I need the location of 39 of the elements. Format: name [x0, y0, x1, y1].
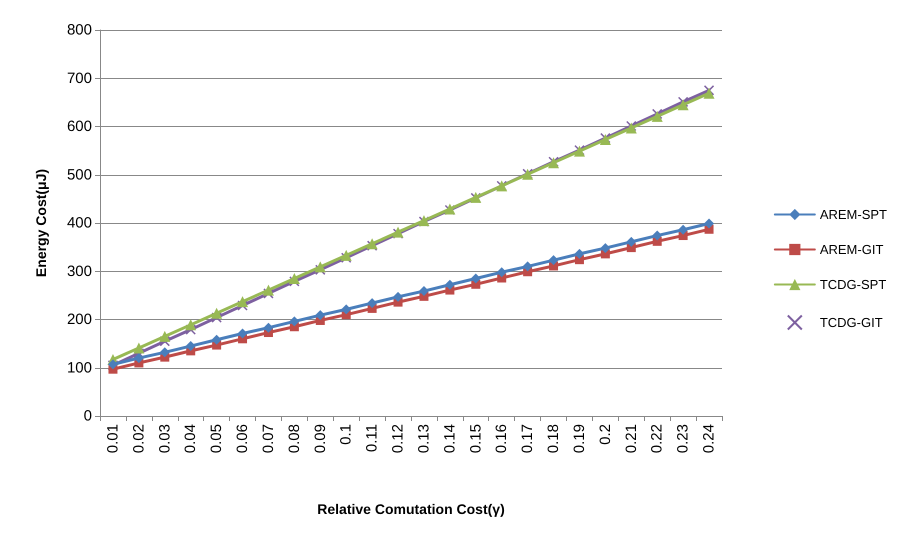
- x-tick-label: 0.15: [467, 424, 484, 454]
- legend-label: TCDG-GIT: [820, 315, 883, 330]
- y-tick-label: 400: [66, 214, 92, 232]
- y-tick-label: 0: [84, 408, 92, 424]
- y-tick-label: 600: [66, 118, 92, 135]
- x-tick-label: 0.08: [286, 424, 303, 454]
- x-tick-label: 0.07: [260, 424, 277, 454]
- x-tick-label: 0.22: [648, 424, 666, 454]
- x-tick-label: 0.06: [234, 424, 252, 454]
- x-tick-label: 0.09: [312, 424, 329, 454]
- x-tick-label: 0.1: [338, 424, 355, 445]
- x-tick-label: 0.23: [674, 424, 692, 454]
- x-tick-label: 0.11: [364, 424, 381, 452]
- legend-label: TCDG-SPT: [820, 277, 886, 292]
- x-tick-label: 0.21: [622, 424, 640, 454]
- x-tick-label: 0.17: [519, 424, 536, 454]
- y-tick-label: 700: [66, 70, 92, 87]
- y-tick-label: 200: [66, 311, 92, 328]
- x-tick-label: 0.01: [104, 424, 122, 454]
- legend-label: AREM-SPT: [820, 207, 888, 222]
- y-tick-label: 300: [66, 262, 92, 280]
- x-tick-label: 0.18: [545, 424, 562, 454]
- y-tick-label: 500: [66, 166, 92, 184]
- x-tick-label: 0.14: [441, 424, 458, 454]
- y-tick-label: 100: [66, 359, 92, 376]
- x-tick-label: 0.2: [596, 424, 614, 445]
- x-tick-label: 0.04: [182, 424, 200, 454]
- x-tick-label: 0.24: [700, 424, 718, 454]
- legend-label: AREM-GIT: [820, 242, 884, 257]
- x-tick-label: 0.16: [493, 424, 510, 454]
- x-axis-title: Relative Comutation Cost(γ): [317, 501, 505, 517]
- y-tick-label: 800: [66, 22, 92, 38]
- x-tick-label: 0.19: [570, 424, 588, 454]
- x-tick-label: 0.05: [208, 424, 226, 454]
- x-tick-label: 0.13: [415, 424, 432, 454]
- x-tick-label: 0.03: [156, 424, 174, 454]
- x-tick-label: 0.12: [390, 424, 407, 454]
- x-tick-label: 0.02: [130, 424, 148, 454]
- y-axis-title: Energy Cost(μJ): [33, 168, 49, 278]
